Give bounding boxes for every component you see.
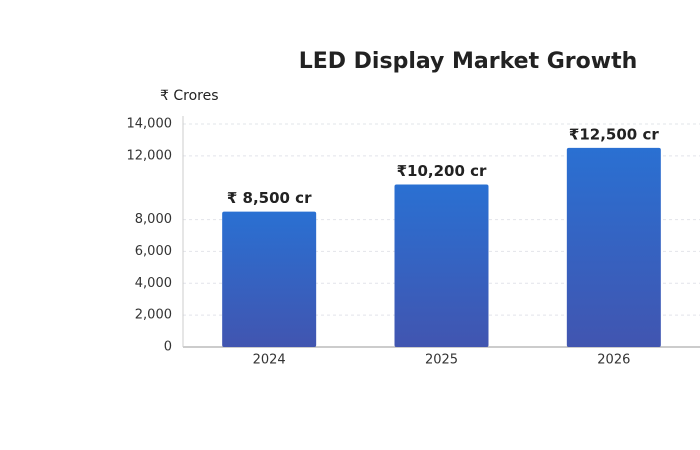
bar [222, 211, 317, 347]
y-tick-label: 0 [164, 340, 172, 355]
y-tick-label: 12,000 [127, 148, 173, 163]
data-label: ₹ 8,500 cr [227, 189, 312, 207]
chart-title: LED Display Market Growth [299, 49, 638, 74]
y-tick-label: 4,000 [135, 276, 172, 291]
y-tick-label: 8,000 [135, 212, 172, 227]
x-tick-label: 2024 [253, 353, 286, 368]
bar [566, 147, 661, 347]
y-tick-label: 2,000 [135, 308, 172, 323]
x-tick-label: 2025 [425, 353, 458, 368]
y-axis-label: ₹ Crores [160, 88, 219, 104]
y-tick-label: 6,000 [135, 244, 172, 259]
x-tick-label: 2026 [597, 353, 630, 368]
data-label: ₹12,500 cr [569, 125, 659, 143]
y-tick-label: 14,000 [127, 117, 173, 132]
bar [394, 184, 489, 347]
data-label: ₹10,200 cr [397, 162, 487, 180]
